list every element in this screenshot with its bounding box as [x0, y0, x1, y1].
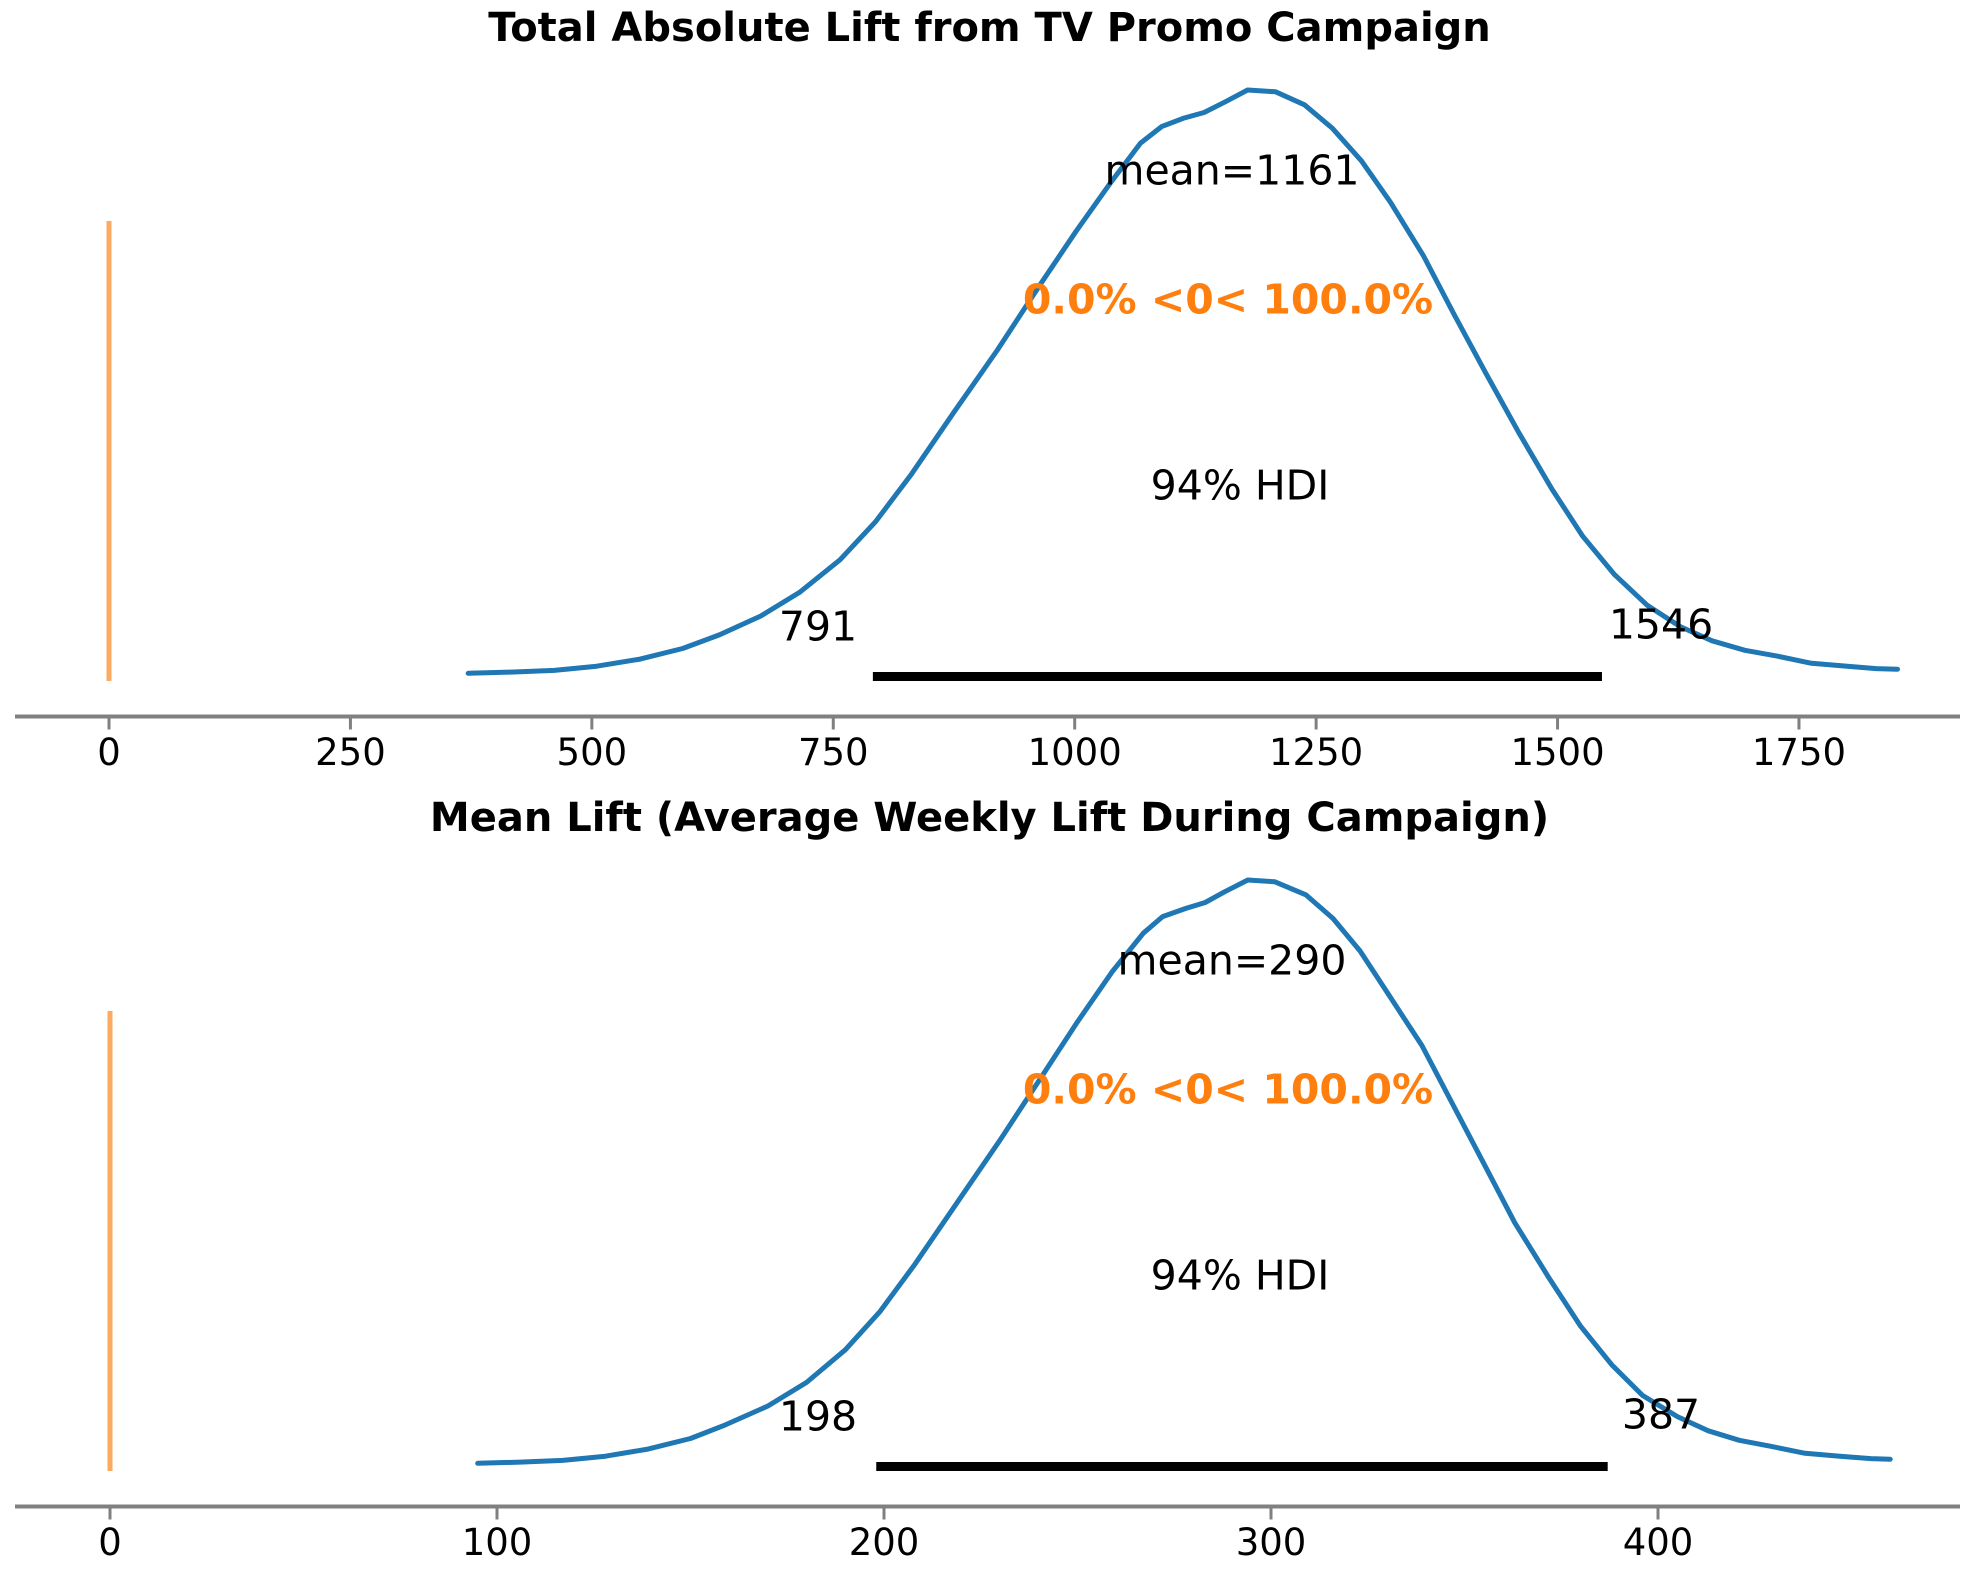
kde-plot-canvas [15, 877, 1960, 1520]
x-tick-label: 0 [97, 731, 121, 774]
hdi-upper-label: 387 [1621, 1390, 1701, 1439]
x-tick-label: 1500 [1510, 731, 1605, 774]
ref-value-annotation: 0.0% <0< 100.0% [1022, 275, 1434, 324]
subplot-total-absolute-lift: Total Absolute Lift from TV Promo Campai… [0, 5, 1979, 786]
x-tick-label: 200 [848, 1521, 920, 1564]
x-tick-label: 750 [797, 731, 869, 774]
x-tick-label: 0 [98, 1521, 122, 1564]
x-tick-label: 1750 [1751, 731, 1847, 774]
hdi-bar [876, 1462, 1608, 1471]
x-tick-label: 500 [556, 731, 628, 774]
plot-title: Mean Lift (Average Weekly Lift During Ca… [429, 795, 1550, 841]
hdi-upper-label: 1546 [1608, 600, 1714, 649]
ref-value-annotation: 0.0% <0< 100.0% [1022, 1065, 1434, 1114]
x-tick-label: 1000 [1027, 731, 1122, 774]
plot-title: Total Absolute Lift from TV Promo Campai… [488, 5, 1491, 51]
x-tick-label: 300 [1235, 1521, 1307, 1564]
x-axis-tick-labels: 0 100 200 300 400 [0, 1521, 1979, 1576]
hdi-bar [872, 672, 1602, 681]
x-tick-label: 400 [1622, 1521, 1694, 1564]
kde-curve [465, 87, 1900, 676]
hdi-lower-label: 791 [778, 602, 858, 651]
mean-annotation: mean=290 [1117, 936, 1347, 985]
hdi-probability-annotation: 94% HDI [1150, 1251, 1330, 1300]
x-axis-tick-labels: 0 250 500 750 1000 1250 1500 1750 [0, 731, 1979, 786]
kde-curve [475, 877, 1893, 1466]
hdi-lower-label: 198 [778, 1392, 858, 1441]
hdi-probability-annotation: 94% HDI [1150, 461, 1330, 510]
subplot-mean-lift: Mean Lift (Average Weekly Lift During Ca… [0, 790, 1979, 1580]
x-tick-label: 100 [461, 1521, 533, 1564]
kde-plot-canvas [15, 87, 1960, 730]
mean-annotation: mean=1161 [1104, 146, 1360, 195]
x-tick-label: 250 [315, 731, 386, 774]
x-tick-label: 1250 [1269, 731, 1364, 774]
